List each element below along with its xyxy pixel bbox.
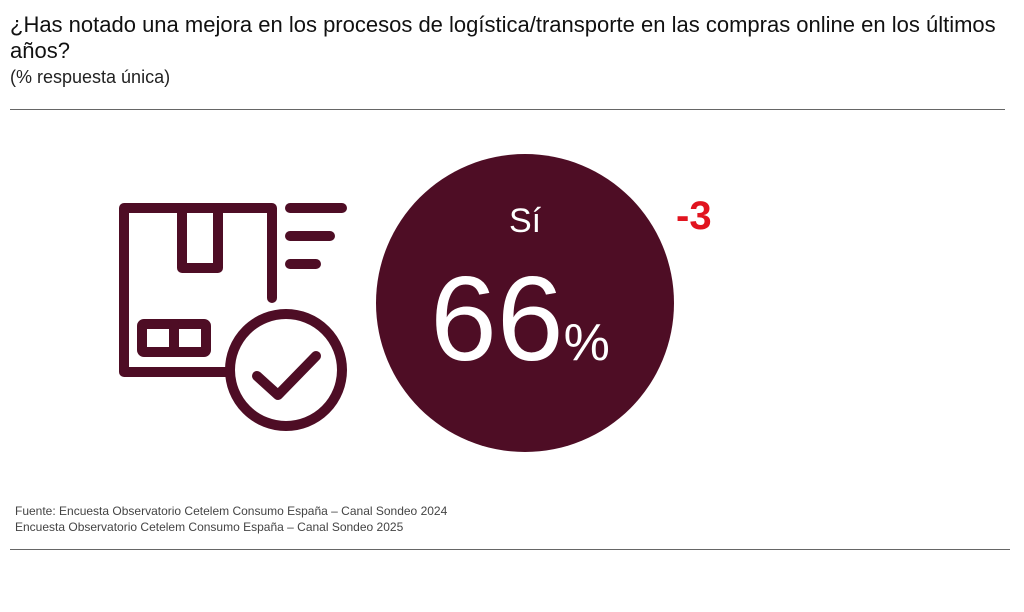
- bottom-divider: [10, 549, 1010, 550]
- source-line-2: Encuesta Observatorio Cetelem Consumo Es…: [15, 520, 404, 534]
- change-label: -3: [676, 194, 712, 238]
- value-unit: %: [564, 314, 610, 372]
- value-bubble: Sí 66%: [362, 140, 692, 475]
- value-label: 66%: [430, 252, 610, 386]
- source-note: Fuente: Encuesta Observatorio Cetelem Co…: [15, 503, 447, 535]
- package-check-icon: [112, 196, 352, 437]
- bubble-circle: [376, 154, 674, 452]
- top-divider: [10, 109, 1005, 110]
- value-number: 66: [430, 252, 563, 386]
- category-label: Sí: [509, 202, 542, 240]
- chart-subtitle: (% respuesta única): [10, 67, 171, 87]
- chart-title: ¿Has notado una mejora en los procesos d…: [10, 12, 996, 63]
- source-line-1: Fuente: Encuesta Observatorio Cetelem Co…: [15, 504, 448, 518]
